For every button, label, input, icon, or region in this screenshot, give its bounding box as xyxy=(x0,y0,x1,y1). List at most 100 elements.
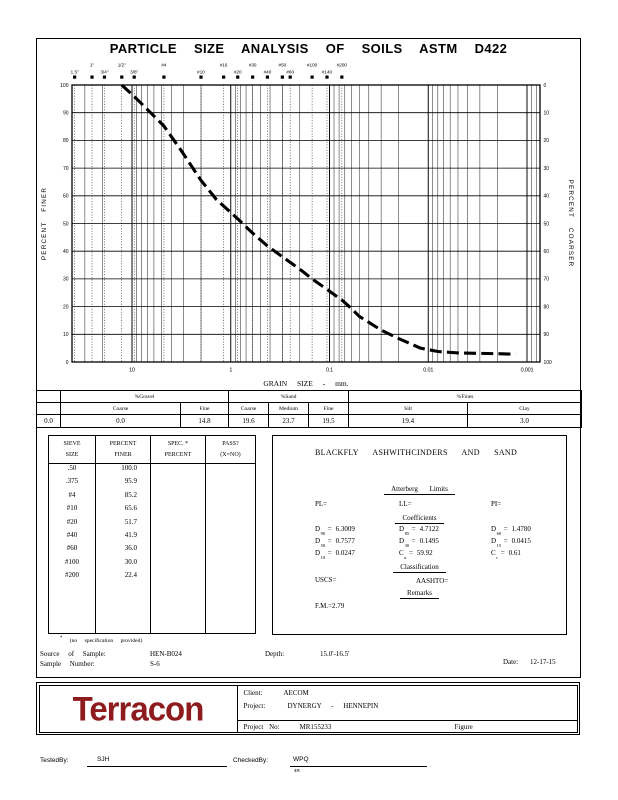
sieve-marker xyxy=(90,75,94,79)
tested-by-signature-line xyxy=(87,766,227,767)
sieve-marker-label: #30 xyxy=(249,63,257,68)
sieve-marker-label: #50 xyxy=(279,63,287,68)
atterberg-limits-heading: Atterberg Limits xyxy=(384,485,455,495)
sieve-marker xyxy=(102,75,107,79)
sieve-marker xyxy=(73,75,77,79)
sieve-marker-label: #4 xyxy=(161,63,167,68)
fractions-fines-group: %Fines xyxy=(348,390,583,403)
coefficients-grid: D90= 6.3009 D85= 4.7122 D60= 1.4780 D50= 0.7… xyxy=(315,525,555,561)
project-no-value: MR155233 xyxy=(299,722,332,731)
percent-finer-tick: 10 xyxy=(63,332,69,338)
date-label: Date: xyxy=(503,658,519,666)
fractions-sand-group: %Sand xyxy=(228,390,350,403)
title-block: Terracon Client: AECOM Project: DYNERGY … xyxy=(36,682,580,735)
percent-finer-header-1: PERCENT xyxy=(109,440,137,447)
sieve-marker xyxy=(340,75,344,79)
checked-by-label: CheckedBy: xyxy=(233,757,269,764)
fractions-h-silt: Silt xyxy=(348,402,469,415)
sieve-row: .375 95.9 xyxy=(48,477,256,491)
fractions-gravel-group: %Gravel xyxy=(59,390,230,403)
sieve-marker-label: 1/2" xyxy=(118,63,126,68)
depth-value: 15.0'-16.5' xyxy=(320,650,350,658)
sieve-marker xyxy=(132,75,136,79)
sieve-marker-label: 3/4" xyxy=(100,70,108,75)
percent-coarser-tick: 40 xyxy=(544,194,550,200)
checked-by-value: WPQ xyxy=(293,756,309,763)
project-no-label: Project No: xyxy=(243,722,280,731)
page-title: PARTICLE SIZE ANALYSIS OF SOILS ASTM D42… xyxy=(109,41,508,56)
sieve-row: #10 65.6 xyxy=(48,504,256,518)
terracon-logo: Terracon xyxy=(72,688,205,728)
grid-horizontal xyxy=(72,84,540,363)
page-border xyxy=(36,38,581,678)
sieve-marker-label: 1" xyxy=(90,63,95,68)
sieve-row: #4 85.2 xyxy=(48,490,256,505)
gradation-curve xyxy=(120,83,516,356)
coefficient-cc: Cc= 0.61 xyxy=(491,548,521,560)
source-of-sample-value: HEN-B024 xyxy=(150,650,182,658)
pass-header-1: PASS? xyxy=(222,440,239,447)
percent-finer-tick: 100 xyxy=(60,83,69,89)
sieve-marker-label: #16 xyxy=(220,63,228,68)
spec-header-1: SPEC. * xyxy=(167,440,189,447)
sieve-marker xyxy=(222,75,226,79)
fractions-values-row: 0.0 0.0 14.8 19.6 23.7 19.5 19.4 3.0 xyxy=(36,414,583,428)
percent-finer-tick: 70 xyxy=(63,166,69,172)
percent-coarser-tick: 80 xyxy=(544,304,550,310)
percent-finer-tick: 60 xyxy=(63,194,69,200)
client-label: Client: xyxy=(243,688,263,697)
sieve-size-header-1: SIEVE xyxy=(63,440,81,447)
source-of-sample-label: Source of Sample: xyxy=(40,650,106,658)
figure-label: Figure xyxy=(454,722,473,731)
sieve-marker-label: #20 xyxy=(234,70,242,75)
fractions-v-clay: 3.0 xyxy=(467,414,583,428)
coefficient-d60: D60= 1.4780 xyxy=(491,525,531,536)
sieve-marker-label: #10 xyxy=(197,70,205,75)
fractions-subheader-row: Coarse Fine Coarse Medium Fine Silt Clay xyxy=(36,402,583,415)
fractions-v-sand-medium: 23.7 xyxy=(268,414,310,428)
date-value: 12-17-15 xyxy=(530,658,556,666)
fractions-h-gravel-coarse: Coarse xyxy=(60,402,181,415)
x-decade-label: 0.01 xyxy=(423,368,433,374)
pi-label: PI= xyxy=(491,500,502,508)
fractions-v-gravel-fine: 14.8 xyxy=(179,414,230,428)
sieve-marker xyxy=(280,75,284,79)
right-axis-title: PERCENT COARSER xyxy=(567,180,574,268)
sieve-marker xyxy=(199,75,203,79)
sieve-row: #200 22.4 xyxy=(48,571,256,585)
fineness-modulus: F.M.=2.79 xyxy=(315,602,345,610)
spec-header-2: PERCENT xyxy=(164,451,192,458)
percent-finer-tick: 0 xyxy=(66,360,69,366)
percent-finer-tick: 50 xyxy=(63,221,69,227)
x-decade-label: 0.1 xyxy=(326,368,333,374)
uscs-label: USCS= xyxy=(315,576,337,584)
sieve-results-table: SIEVE SIZE PERCENT FINER SPEC. * PERCENT PA… xyxy=(48,435,256,634)
tested-by-value: SJH xyxy=(97,756,110,763)
coefficient-d30: D30= 0.1495 xyxy=(399,536,439,548)
sieve-table-header: SIEVE SIZE PERCENT FINER SPEC. * PERCENT PA… xyxy=(48,435,256,464)
coefficient-cu: Cu= 59.92 xyxy=(399,548,433,560)
percent-finer-tick: 30 xyxy=(63,277,69,283)
pass-header-2: (X=NO) xyxy=(220,451,241,458)
percent-coarser-tick: 0 xyxy=(544,83,547,89)
sieve-marker-label: #140 xyxy=(322,70,333,75)
sieve-marker xyxy=(120,75,124,79)
percent-coarser-tick: 90 xyxy=(544,332,550,338)
sieve-markers: 1.5" 1" 3/4" 1/2" 3/8" #4 #10 #16 #20 #30 #40 #50 #6… xyxy=(71,63,347,79)
client-value: AECOM xyxy=(283,688,309,697)
grain-size-chart: 1.5" 1" 3/4" 1/2" 3/8" #4 #10 #16 #20 #30 #40 #50 #6… xyxy=(41,63,574,389)
checked-by-note: 4R xyxy=(294,768,300,773)
sieve-marker xyxy=(288,75,292,79)
fractions-v-sand-coarse: 19.6 xyxy=(228,414,270,428)
fractions-cobbles-header xyxy=(36,390,61,403)
sieve-table-filler xyxy=(48,584,256,634)
aashto-label: AASHTO= xyxy=(416,577,449,585)
fractions-v-silt: 19.4 xyxy=(348,414,469,428)
left-axis-title: PERCENT FINER xyxy=(41,187,48,260)
sieve-row: .50 100.0 xyxy=(48,463,256,478)
coefficient-d15: D15= 0.0415 xyxy=(491,536,531,548)
summary-box: BLACKFLY ASHWITHCINDERS AND SAND Atterbe… xyxy=(272,435,567,635)
x-decade-label: 10 xyxy=(129,368,135,374)
